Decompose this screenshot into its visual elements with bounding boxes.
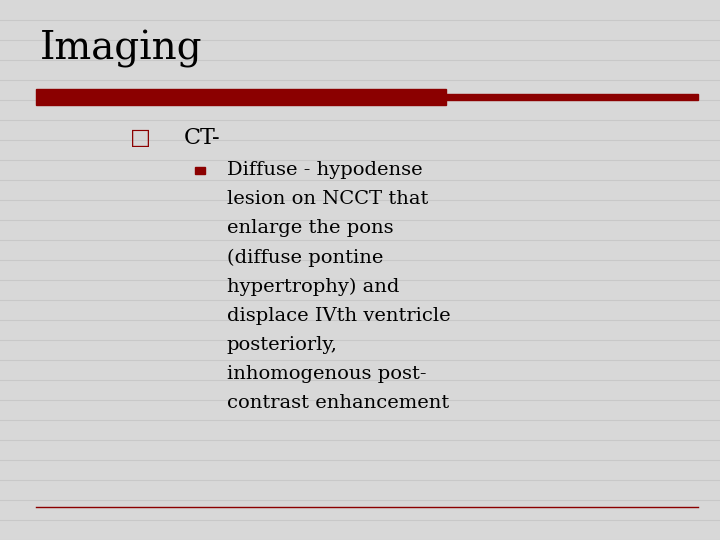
Text: displace IVth ventricle: displace IVth ventricle xyxy=(227,307,451,325)
Text: CT-: CT- xyxy=(184,127,220,148)
Text: Imaging: Imaging xyxy=(40,30,202,68)
Bar xyxy=(195,167,205,173)
Text: hypertrophy) and: hypertrophy) and xyxy=(227,278,399,296)
Bar xyxy=(36,89,446,105)
Text: lesion on NCCT that: lesion on NCCT that xyxy=(227,190,428,208)
Text: posteriorly,: posteriorly, xyxy=(227,336,338,354)
Text: (diffuse pontine: (diffuse pontine xyxy=(227,248,383,267)
Bar xyxy=(446,94,698,100)
Text: contrast enhancement: contrast enhancement xyxy=(227,394,449,413)
Text: inhomogenous post-: inhomogenous post- xyxy=(227,365,426,383)
Text: enlarge the pons: enlarge the pons xyxy=(227,219,393,238)
Text: □: □ xyxy=(130,127,151,148)
Text: Diffuse - hypodense: Diffuse - hypodense xyxy=(227,161,423,179)
